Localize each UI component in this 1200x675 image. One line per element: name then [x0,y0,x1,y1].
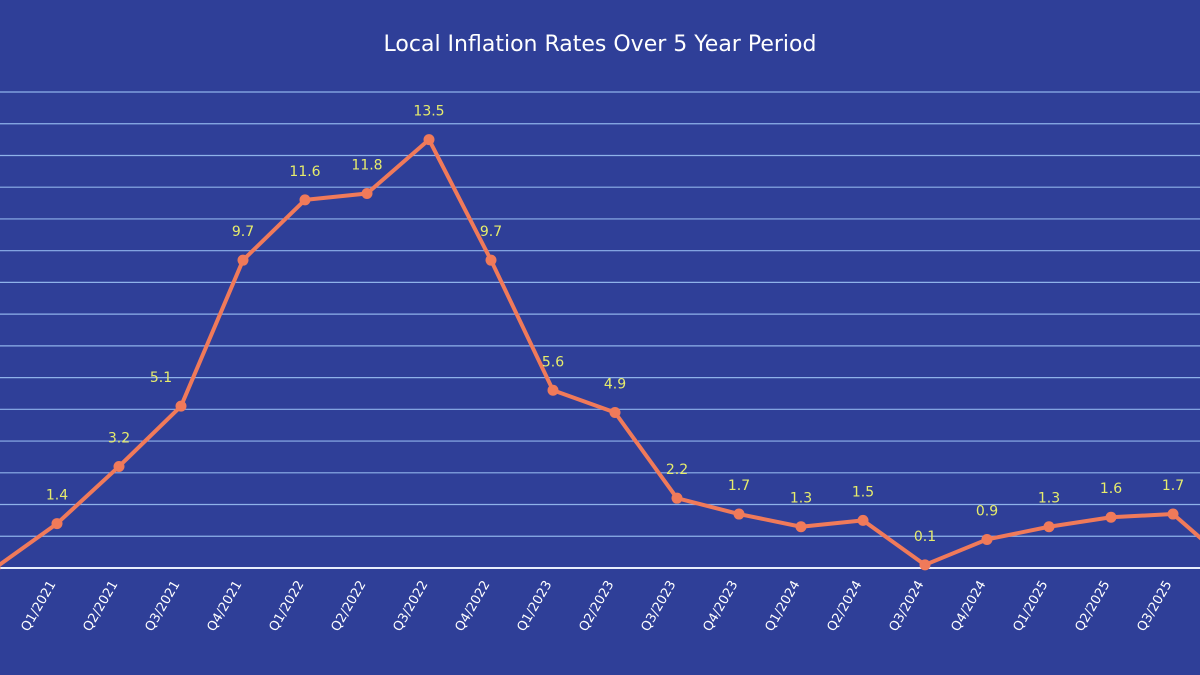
data-label: 0.9 [976,503,998,519]
point [1167,508,1179,520]
point [919,559,931,571]
point [299,194,311,206]
data-label: 4.9 [604,377,626,393]
point [1105,511,1117,523]
data-label: 1.7 [1162,478,1184,494]
data-label: 1.5 [852,484,874,500]
point [361,188,373,200]
point [733,508,745,520]
point [857,514,869,526]
point [547,384,559,396]
data-label: 1.7 [728,478,750,494]
data-label: 13.5 [413,104,444,120]
point [1043,521,1055,533]
point [485,254,497,266]
point [237,254,249,266]
data-label: 9.7 [232,224,254,240]
point [423,134,435,146]
data-label: 11.8 [351,158,382,174]
point [0,565,1,571]
point [671,492,683,504]
data-label: 11.6 [289,164,320,180]
point [51,518,63,530]
data-label: 5.1 [150,370,172,386]
point [113,460,125,472]
data-label: 9.7 [480,224,502,240]
point [795,521,807,533]
data-label: 1.3 [1038,491,1060,507]
point [175,400,187,412]
data-label: 5.6 [542,354,564,370]
data-label: 1.6 [1100,481,1122,497]
data-label: 2.2 [666,462,688,478]
data-label: 0.1 [914,529,936,545]
data-label: 3.2 [108,430,130,446]
data-label: 1.3 [790,491,812,507]
point [981,533,993,545]
point [609,407,621,419]
data-label: 1.4 [46,488,68,504]
chart-title: Local Inflation Rates Over 5 Year Period [384,32,817,57]
